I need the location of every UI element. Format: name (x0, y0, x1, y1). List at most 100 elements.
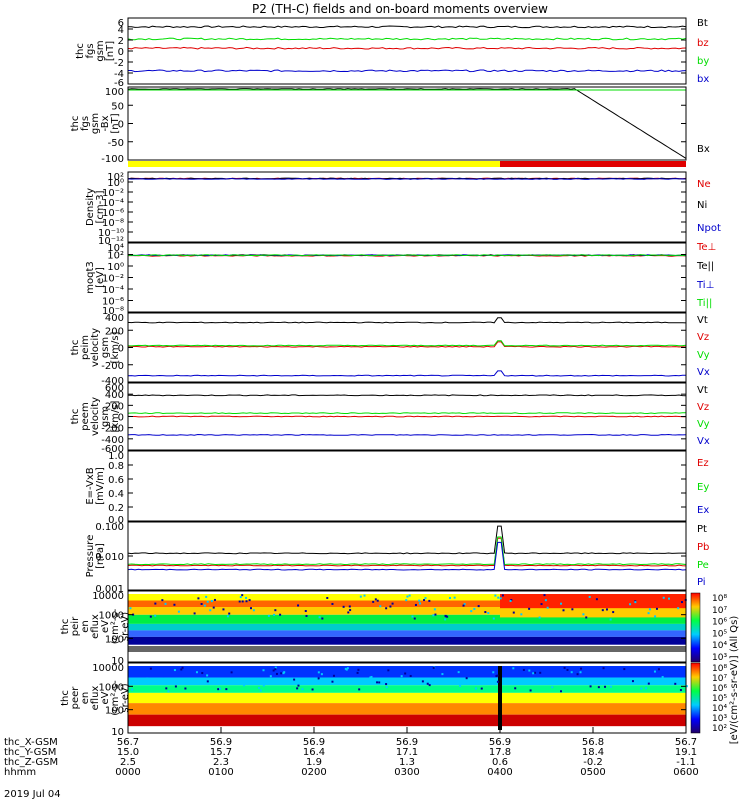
colorbar-tick-label: 10⁴ (712, 704, 727, 714)
y-tick-label: 10000 (92, 663, 124, 674)
y-axis-label: Density [cm-3] (85, 188, 106, 226)
spectrogram-speckle (579, 671, 582, 674)
spectrogram-speckle (317, 677, 320, 680)
y-tick-label: 10⁻² (102, 274, 124, 285)
y-axis-label-line: en (80, 620, 91, 633)
spectrogram-speckle (543, 594, 546, 597)
spectrogram-speckle (274, 668, 277, 671)
series-line-Vt (127, 317, 687, 324)
spectrogram-speckle (275, 672, 278, 675)
y-tick-label: 10 (111, 656, 124, 667)
y-tick-label: 200 (105, 326, 124, 337)
y-tick-label: -600 (101, 444, 124, 455)
series-line-Vx (127, 370, 686, 377)
series-line-bx (128, 69, 687, 73)
panel-fgs_bx: 100 50 0 -50 -100 thc fgs gsm -Bx [nT] Bx (70, 86, 710, 165)
legend-Vt: Vt (697, 385, 708, 396)
spectrogram-speckle (409, 674, 412, 677)
spectrogram-speckle (282, 672, 285, 675)
spectrogram-speckle (604, 685, 607, 688)
y-tick-label: 10⁻⁴ (102, 198, 124, 209)
y-tick-label: 200 (105, 401, 124, 412)
spectrogram-speckle (296, 687, 299, 690)
spectrogram-speckle (680, 601, 683, 604)
spectrogram-speckle (640, 687, 643, 690)
spectrogram-speckle (293, 678, 296, 681)
spectrogram-speckle (326, 596, 329, 599)
x-row-value: 0000 (115, 767, 140, 778)
legend-Vy: Vy (697, 419, 710, 430)
y-tick-label: 0.0 (108, 515, 124, 526)
legend-bz: bz (697, 38, 709, 49)
spectrogram-speckle (181, 666, 184, 669)
y-tick-label: 0.8 (108, 461, 124, 472)
legend-Ex: Ex (697, 505, 709, 516)
x-row-value: 17.1 (396, 747, 418, 758)
spectrogram-speckle (389, 605, 392, 608)
colorbar-tick-label: 10³ (712, 714, 727, 724)
y-tick-label: 0 (118, 120, 124, 131)
spectrogram-speckle (317, 671, 320, 674)
x-row-value: 2.3 (213, 757, 229, 768)
spectrogram-speckle (206, 600, 209, 603)
spectrogram-speckle (273, 613, 276, 616)
y-tick-label: 10⁻⁸ (102, 218, 124, 229)
x-row-value: 0300 (394, 767, 419, 778)
spectrogram-speckle (411, 615, 414, 618)
spectrogram-speckle (459, 684, 462, 687)
y-axis-label-line: Pressure (85, 535, 96, 578)
x-row-value: 56.8 (582, 737, 604, 748)
spectrogram-speckle (131, 688, 134, 691)
spectrogram-speckle (174, 685, 177, 688)
y-axis-label-line: [eV] (95, 267, 106, 288)
spectrogram-speckle (347, 611, 350, 614)
spectrogram-speckle (514, 687, 517, 690)
y-axis-label-line: velocity (90, 328, 101, 367)
series-line-Bx (127, 88, 687, 159)
y-axis-label-line: sr-eV) (120, 612, 131, 641)
y-axis-label-line: thc (70, 116, 81, 132)
spectrogram-speckle (434, 613, 437, 616)
legend-Vy: Vy (697, 350, 710, 361)
spectrogram-speckle (497, 596, 500, 599)
spectrogram-speckle (634, 601, 637, 604)
spectrogram-speckle (540, 603, 543, 606)
spectrogram-speckle (640, 680, 643, 683)
y-tick-label: 10⁻⁶ (102, 297, 124, 308)
spectrogram-speckle (248, 599, 251, 602)
spectrogram-speckle (279, 613, 282, 616)
spectrogram-speckle (463, 603, 466, 606)
spectrogram-speckle (154, 614, 157, 617)
spectrogram-band (128, 607, 686, 615)
series-line-by (127, 37, 687, 41)
y-tick-label: -50 (108, 138, 124, 149)
y-axis-label-line: thc (70, 409, 81, 425)
spectrogram-speckle (363, 594, 366, 597)
spectrogram-speckle (448, 596, 451, 599)
y-axis-label-line: [km/s] (110, 400, 121, 432)
y-tick-label: 400 (105, 390, 124, 401)
spectrogram-speckle (209, 682, 212, 685)
spectrogram-speckle (551, 686, 554, 689)
spectrogram-speckle (195, 671, 198, 674)
series-line-Vx (127, 433, 687, 436)
y-tick-label: -400 (101, 435, 124, 446)
spectrogram-speckle (385, 683, 388, 686)
spectrogram-speckle (446, 615, 449, 618)
spectrogram-speckle (589, 685, 592, 688)
y-tick-label: 0.6 (108, 475, 124, 486)
spectrogram-speckle (332, 674, 335, 677)
y-axis-label: thc fgs gsm -Bx [nT] (70, 113, 121, 134)
spectrogram-speckle (222, 608, 225, 611)
figure-title: P2 (TH-C) fields and on-board moments ov… (252, 2, 548, 16)
series-line-bz (127, 46, 687, 50)
spectrogram-speckle (623, 668, 626, 671)
spectrogram-speckle (391, 602, 394, 605)
x-row-value: 0400 (487, 767, 512, 778)
spectrogram-speckle (197, 597, 200, 600)
panel-peer: 10000 1000 100 10 thc peer en eflux eV (cm²-s-sr-… (60, 662, 688, 738)
spectrogram-speckle (648, 608, 651, 611)
y-axis-label-line: [nPa] (95, 543, 106, 569)
